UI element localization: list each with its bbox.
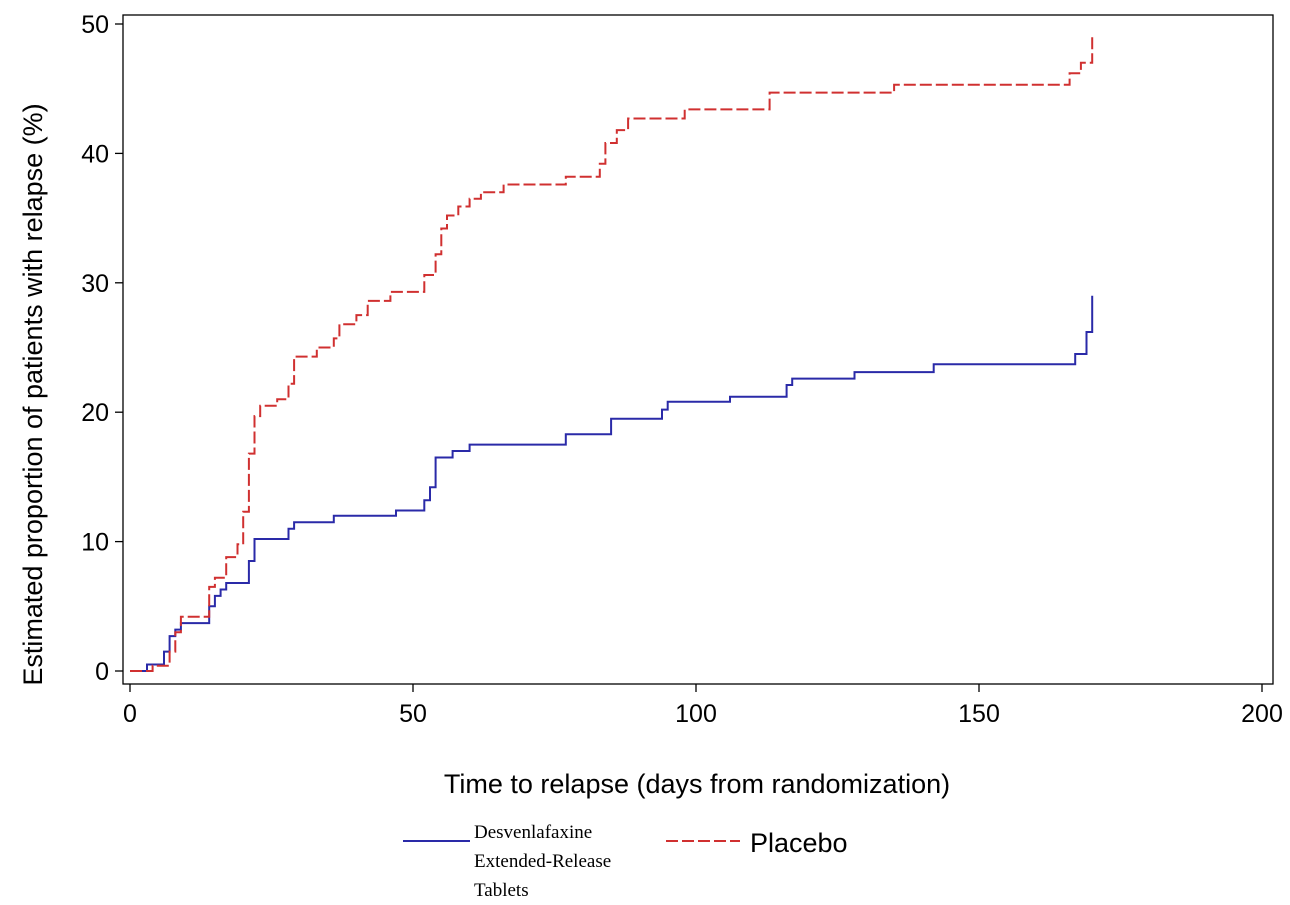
- x-tick-label: 200: [1241, 700, 1283, 728]
- x-axis-title: Time to relapse (days from randomization…: [444, 769, 950, 799]
- y-tick-label: 20: [81, 399, 109, 427]
- legend: Desvenlafaxine Extended-Release Tablets Pla…: [403, 822, 848, 901]
- y-axis-title: Estimated proportion of patients with re…: [18, 103, 48, 685]
- series-line-desvenlafaxine: [130, 295, 1094, 672]
- legend-label-desvenlafaxine: Extended-Release: [474, 851, 611, 872]
- legend-label-desvenlafaxine: Desvenlafaxine: [474, 822, 592, 843]
- series-line-placebo: [130, 36, 1094, 672]
- legend-label-placebo: Placebo: [750, 828, 848, 858]
- x-tick-label: 100: [675, 700, 717, 728]
- axes: 0 50 100 150 200 0 10 20 30 40 50: [81, 11, 1283, 728]
- plot-area: [122, 14, 1274, 685]
- y-tick-label: 50: [81, 11, 109, 39]
- y-tick-label: 0: [95, 658, 109, 686]
- x-tick-label: 0: [123, 700, 137, 728]
- y-tick-label: 10: [81, 529, 109, 557]
- y-tick-label: 40: [81, 140, 109, 168]
- y-tick-label: 30: [81, 270, 109, 298]
- x-tick-label: 50: [399, 700, 427, 728]
- x-tick-label: 150: [958, 700, 1000, 728]
- series-lines: [130, 36, 1094, 672]
- plot-frame: [122, 14, 1274, 685]
- legend-label-desvenlafaxine: Tablets: [474, 880, 529, 901]
